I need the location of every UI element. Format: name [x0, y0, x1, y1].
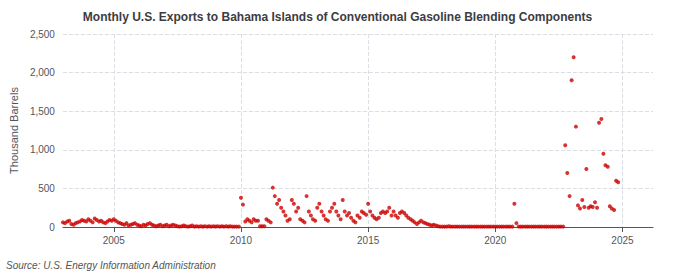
svg-text:2015: 2015 — [357, 235, 380, 246]
svg-text:Monthly U.S. Exports to Bahama: Monthly U.S. Exports to Bahama Islands o… — [83, 10, 593, 24]
svg-text:2020: 2020 — [484, 235, 507, 246]
svg-text:2010: 2010 — [230, 235, 253, 246]
svg-text:500: 500 — [38, 183, 55, 194]
svg-text:Source: U.S. Energy Informatio: Source: U.S. Energy Information Administ… — [6, 260, 216, 271]
svg-text:2025: 2025 — [611, 235, 634, 246]
svg-text:2,000: 2,000 — [30, 67, 55, 78]
svg-text:1,000: 1,000 — [30, 144, 55, 155]
svg-text:2,500: 2,500 — [30, 29, 55, 40]
svg-text:1,500: 1,500 — [30, 106, 55, 117]
svg-text:0: 0 — [49, 222, 55, 233]
svg-text:2005: 2005 — [103, 235, 126, 246]
svg-text:Thousand Barrels: Thousand Barrels — [8, 87, 20, 174]
